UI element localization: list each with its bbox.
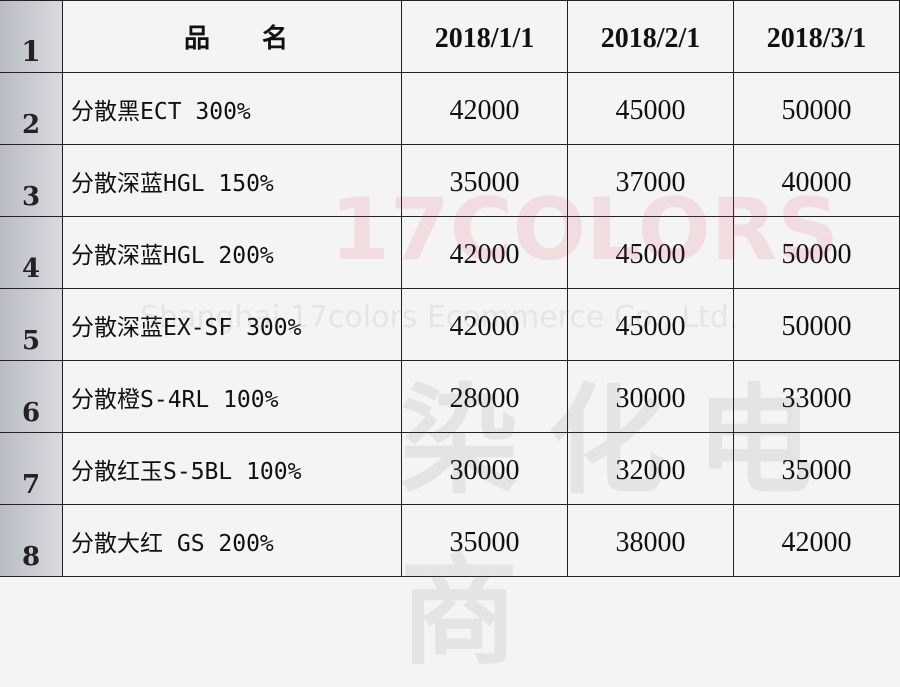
row-header[interactable]: 7 [0,432,63,505]
price-cell[interactable]: 28000 [401,360,568,433]
table-row: 5 分散深蓝EX-SF 300% 42000 45000 50000 [0,288,900,361]
price-cell[interactable]: 38000 [567,504,734,577]
price-cell[interactable]: 30000 [567,360,734,433]
price-table: 1 品 名 2018/1/1 2018/2/1 2018/3/1 2 分散黑ECT… [0,0,900,577]
price-cell[interactable]: 45000 [567,288,734,361]
row-header[interactable]: 5 [0,288,63,361]
row-header[interactable]: 2 [0,72,63,145]
row-header[interactable]: 4 [0,216,63,289]
price-cell[interactable]: 50000 [733,288,900,361]
price-cell[interactable]: 50000 [733,216,900,289]
column-header-date[interactable]: 2018/3/1 [733,0,900,73]
price-cell[interactable]: 42000 [401,288,568,361]
product-name-cell[interactable]: 分散深蓝HGL 200% [62,216,402,289]
price-cell[interactable]: 30000 [401,432,568,505]
price-cell[interactable]: 45000 [567,72,734,145]
column-header-name[interactable]: 品 名 [62,0,402,73]
product-name-cell[interactable]: 分散深蓝HGL 150% [62,144,402,217]
row-header[interactable]: 8 [0,504,63,577]
header-row: 1 品 名 2018/1/1 2018/2/1 2018/3/1 [0,0,900,73]
column-header-date[interactable]: 2018/2/1 [567,0,734,73]
row-header[interactable]: 3 [0,144,63,217]
column-header-date[interactable]: 2018/1/1 [401,0,568,73]
table-row: 6 分散橙S-4RL 100% 28000 30000 33000 [0,360,900,433]
product-name-cell[interactable]: 分散橙S-4RL 100% [62,360,402,433]
row-header[interactable]: 6 [0,360,63,433]
price-cell[interactable]: 35000 [733,432,900,505]
price-cell[interactable]: 37000 [567,144,734,217]
table-row: 4 分散深蓝HGL 200% 42000 45000 50000 [0,216,900,289]
price-cell[interactable]: 42000 [401,216,568,289]
price-cell[interactable]: 33000 [733,360,900,433]
price-cell[interactable]: 50000 [733,72,900,145]
price-cell[interactable]: 42000 [401,72,568,145]
price-cell[interactable]: 35000 [401,504,568,577]
product-name-cell[interactable]: 分散红玉S-5BL 100% [62,432,402,505]
price-cell[interactable]: 45000 [567,216,734,289]
price-cell[interactable]: 32000 [567,432,734,505]
price-cell[interactable]: 35000 [401,144,568,217]
table-row: 3 分散深蓝HGL 150% 35000 37000 40000 [0,144,900,217]
row-header[interactable]: 1 [0,0,63,73]
table-row: 2 分散黑ECT 300% 42000 45000 50000 [0,72,900,145]
price-cell[interactable]: 42000 [733,504,900,577]
product-name-cell[interactable]: 分散黑ECT 300% [62,72,402,145]
product-name-cell[interactable]: 分散深蓝EX-SF 300% [62,288,402,361]
product-name-cell[interactable]: 分散大红 GS 200% [62,504,402,577]
table-row: 7 分散红玉S-5BL 100% 30000 32000 35000 [0,432,900,505]
table-row: 8 分散大红 GS 200% 35000 38000 42000 [0,504,900,577]
price-cell[interactable]: 40000 [733,144,900,217]
